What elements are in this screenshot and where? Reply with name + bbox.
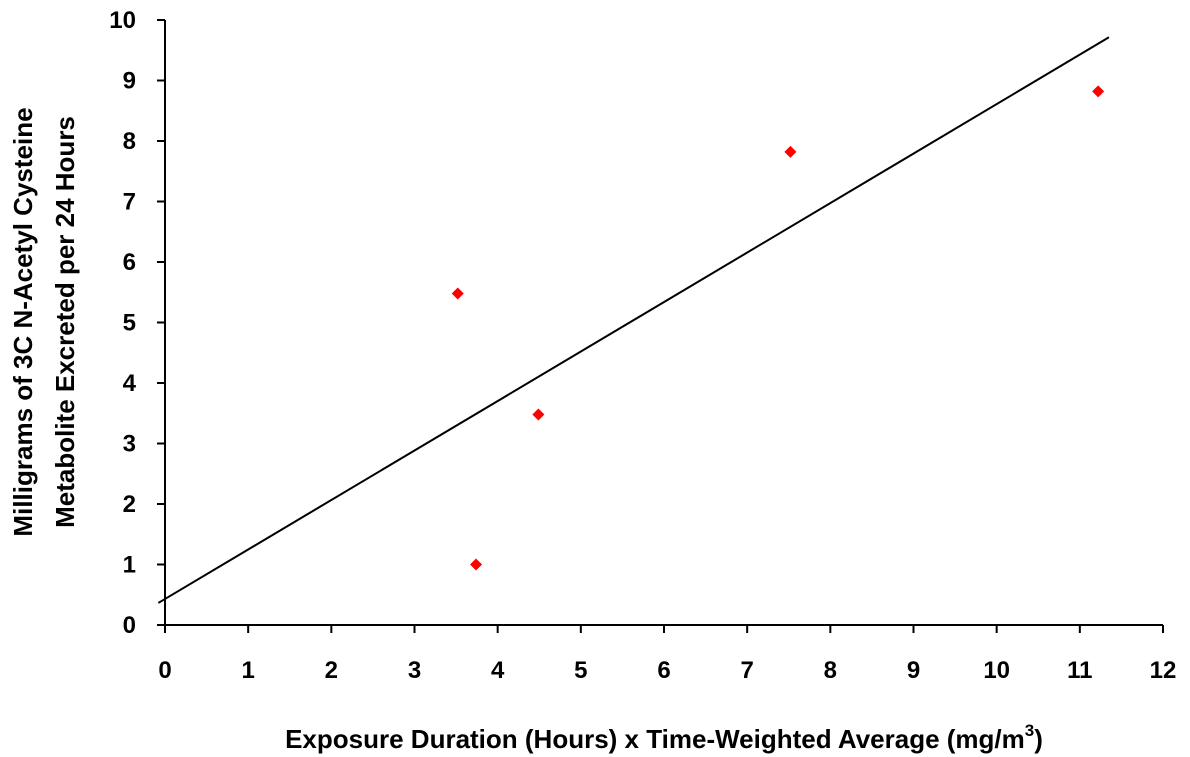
y-axis-title-line2: Metabolite Excreted per 24 Hours bbox=[50, 116, 80, 528]
y-tick-label: 1 bbox=[123, 552, 136, 579]
data-point bbox=[1092, 85, 1105, 98]
x-tick-label: 2 bbox=[325, 657, 338, 684]
y-tick-label: 6 bbox=[123, 249, 136, 276]
x-tick-label: 3 bbox=[408, 657, 421, 684]
x-axis-title: Exposure Duration (Hours) x Time-Weighte… bbox=[285, 721, 1043, 754]
x-tick-label: 12 bbox=[1150, 657, 1177, 684]
x-tick-label: 10 bbox=[983, 657, 1010, 684]
x-tick-label: 4 bbox=[491, 657, 505, 684]
x-tick-label: 0 bbox=[158, 657, 171, 684]
data-point bbox=[451, 287, 464, 300]
trendline-group bbox=[157, 36, 1110, 604]
y-tick-label: 2 bbox=[123, 491, 136, 518]
x-tick-label: 8 bbox=[824, 657, 837, 684]
y-tick-label: 10 bbox=[109, 7, 136, 34]
y-tick-label: 9 bbox=[123, 68, 136, 95]
data-point bbox=[470, 558, 483, 571]
x-tick-label: 11 bbox=[1067, 657, 1092, 684]
data-points bbox=[451, 85, 1105, 571]
y-axis-title-line1: Milligrams of 3C N-Acetyl Cysteine bbox=[8, 107, 38, 536]
y-tick-label: 5 bbox=[123, 310, 136, 337]
x-tick-label: 1 bbox=[241, 657, 254, 684]
data-point bbox=[532, 408, 545, 421]
y-tick-label: 8 bbox=[123, 128, 136, 155]
x-tick-label: 9 bbox=[907, 657, 920, 684]
x-tick-label: 7 bbox=[740, 657, 753, 684]
x-axis: 0 1 2 3 4 5 6 7 8 9 10 11 12 bbox=[158, 624, 1177, 684]
x-tick-label: 5 bbox=[574, 657, 587, 684]
y-tick-label: 4 bbox=[123, 370, 137, 397]
trendline bbox=[157, 36, 1110, 604]
y-tick-label: 0 bbox=[123, 612, 136, 639]
data-point bbox=[784, 145, 797, 158]
y-tick-label: 7 bbox=[123, 189, 136, 216]
x-tick-label: 6 bbox=[657, 657, 670, 684]
y-tick-label: 3 bbox=[123, 431, 136, 458]
y-axis: 0 1 2 3 4 5 6 7 8 9 10 bbox=[109, 7, 166, 639]
